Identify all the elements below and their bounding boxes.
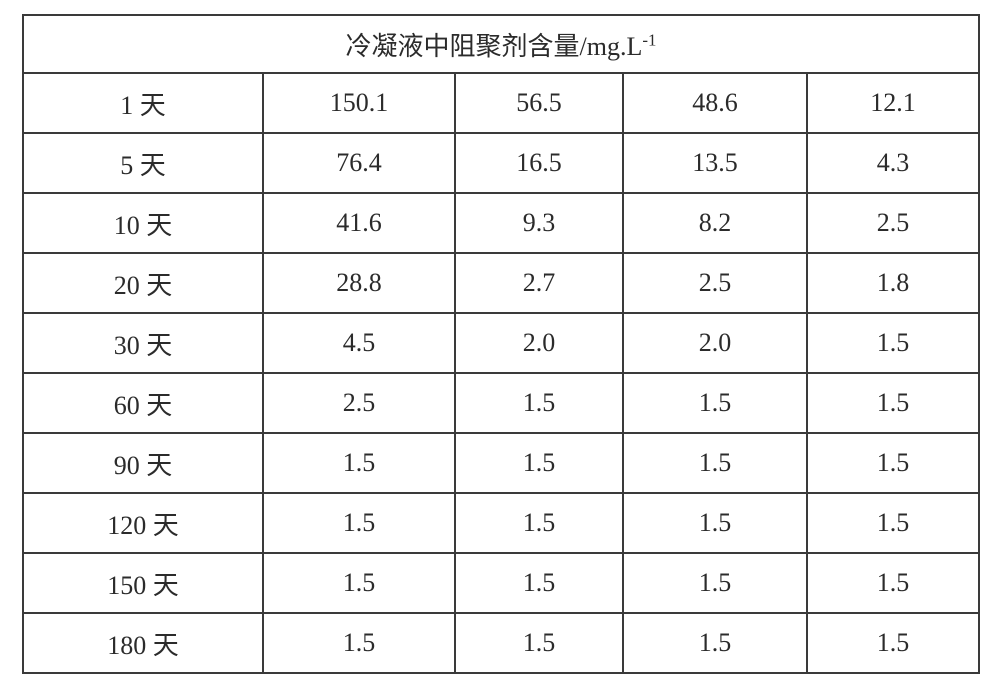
cell: 1.5 — [807, 373, 979, 433]
cell: 150.1 — [263, 73, 455, 133]
cell: 1.5 — [807, 493, 979, 553]
table-row: 150 天 1.5 1.5 1.5 1.5 — [23, 553, 979, 613]
table-title-cell: 冷凝液中阻聚剂含量/mg.L-1 — [23, 15, 979, 73]
table-row: 60 天 2.5 1.5 1.5 1.5 — [23, 373, 979, 433]
cell: 1.5 — [455, 493, 623, 553]
cell: 1.5 — [623, 613, 807, 673]
cell: 1.5 — [807, 433, 979, 493]
cell: 2.0 — [455, 313, 623, 373]
row-label: 180 天 — [23, 613, 263, 673]
row-label: 90 天 — [23, 433, 263, 493]
cell: 1.5 — [263, 613, 455, 673]
cell: 4.5 — [263, 313, 455, 373]
data-table: 冷凝液中阻聚剂含量/mg.L-1 1 天 150.1 56.5 48.6 12.… — [22, 14, 980, 674]
cell: 28.8 — [263, 253, 455, 313]
cell: 1.5 — [623, 373, 807, 433]
cell: 1.5 — [807, 313, 979, 373]
table-title-text: 冷凝液中阻聚剂含量/mg.L — [346, 32, 643, 61]
cell: 56.5 — [455, 73, 623, 133]
cell: 1.5 — [263, 433, 455, 493]
row-label: 20 天 — [23, 253, 263, 313]
row-label: 150 天 — [23, 553, 263, 613]
cell: 2.5 — [623, 253, 807, 313]
cell: 8.2 — [623, 193, 807, 253]
table-row: 90 天 1.5 1.5 1.5 1.5 — [23, 433, 979, 493]
cell: 1.5 — [455, 373, 623, 433]
table-row: 5 天 76.4 16.5 13.5 4.3 — [23, 133, 979, 193]
row-label: 30 天 — [23, 313, 263, 373]
table-row: 30 天 4.5 2.0 2.0 1.5 — [23, 313, 979, 373]
cell: 2.0 — [623, 313, 807, 373]
cell: 12.1 — [807, 73, 979, 133]
cell: 1.5 — [623, 433, 807, 493]
cell: 9.3 — [455, 193, 623, 253]
cell: 1.5 — [623, 553, 807, 613]
cell: 1.8 — [807, 253, 979, 313]
row-label: 60 天 — [23, 373, 263, 433]
row-label: 10 天 — [23, 193, 263, 253]
row-label: 120 天 — [23, 493, 263, 553]
table-row: 120 天 1.5 1.5 1.5 1.5 — [23, 493, 979, 553]
row-label: 5 天 — [23, 133, 263, 193]
cell: 76.4 — [263, 133, 455, 193]
table-row: 20 天 28.8 2.7 2.5 1.8 — [23, 253, 979, 313]
table-title-sup: -1 — [642, 30, 656, 49]
cell: 1.5 — [263, 553, 455, 613]
cell: 16.5 — [455, 133, 623, 193]
cell: 1.5 — [807, 613, 979, 673]
cell: 1.5 — [455, 613, 623, 673]
table-container: 冷凝液中阻聚剂含量/mg.L-1 1 天 150.1 56.5 48.6 12.… — [0, 0, 1000, 688]
table-header-row: 冷凝液中阻聚剂含量/mg.L-1 — [23, 15, 979, 73]
table-row: 180 天 1.5 1.5 1.5 1.5 — [23, 613, 979, 673]
cell: 48.6 — [623, 73, 807, 133]
row-label: 1 天 — [23, 73, 263, 133]
cell: 41.6 — [263, 193, 455, 253]
cell: 1.5 — [623, 493, 807, 553]
cell: 1.5 — [263, 493, 455, 553]
cell: 1.5 — [455, 433, 623, 493]
cell: 4.3 — [807, 133, 979, 193]
cell: 1.5 — [455, 553, 623, 613]
table-row: 1 天 150.1 56.5 48.6 12.1 — [23, 73, 979, 133]
cell: 2.7 — [455, 253, 623, 313]
cell: 2.5 — [807, 193, 979, 253]
cell: 13.5 — [623, 133, 807, 193]
cell: 1.5 — [807, 553, 979, 613]
table-row: 10 天 41.6 9.3 8.2 2.5 — [23, 193, 979, 253]
cell: 2.5 — [263, 373, 455, 433]
